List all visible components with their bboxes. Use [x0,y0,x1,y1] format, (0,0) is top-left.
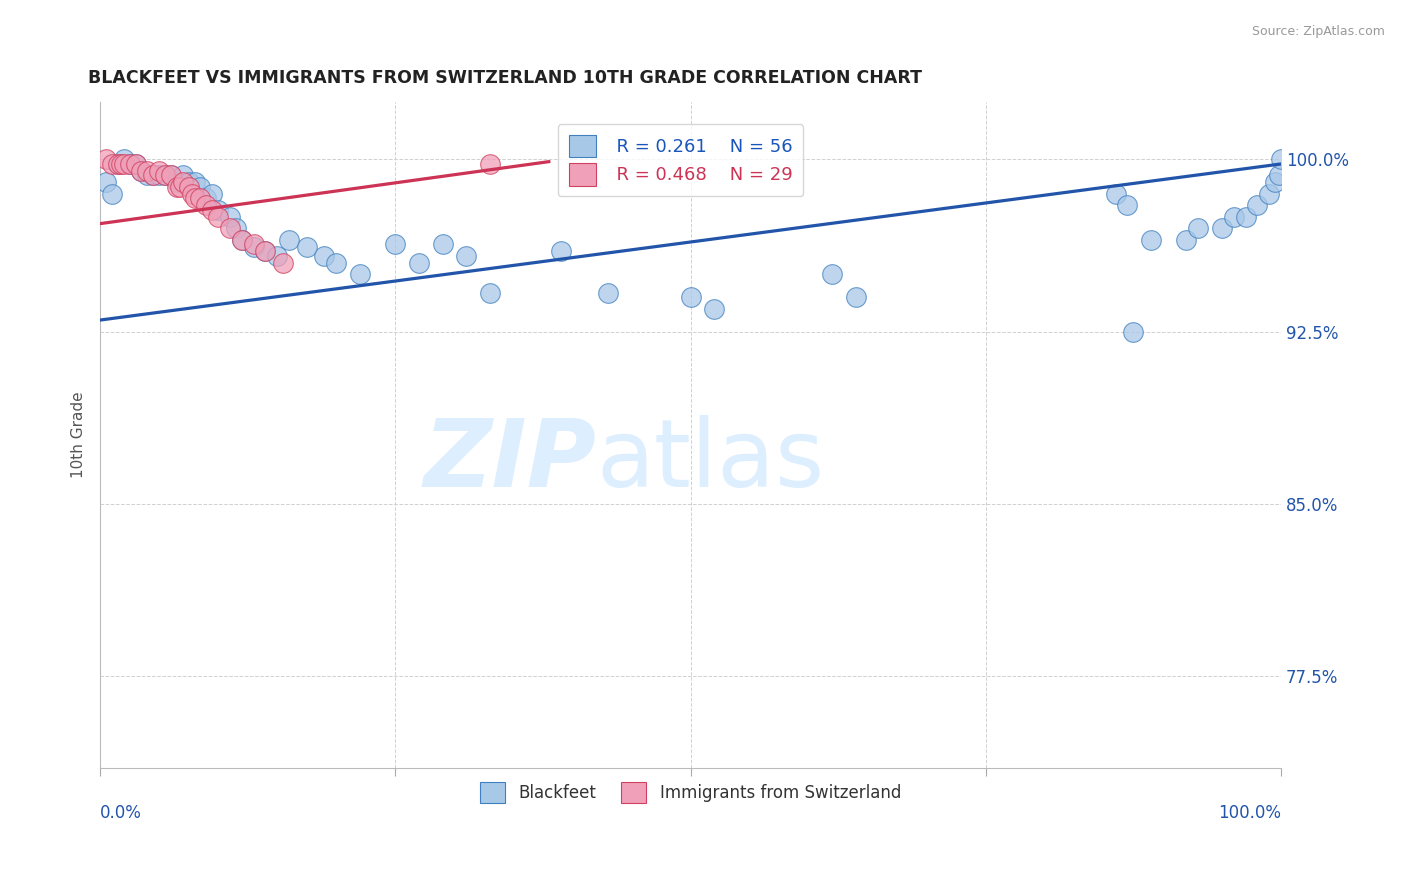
Point [207,202,229,217]
Point [110,157,132,171]
Point [478,285,501,300]
Point [314,249,336,263]
Point [107,157,129,171]
Point [703,301,725,316]
Point [254,244,277,259]
Point [148,164,170,178]
Point [181,186,204,201]
Point [160,169,183,183]
Point [408,255,430,269]
Point [169,180,191,194]
Point [153,169,176,183]
Text: ZIP: ZIP [423,416,596,508]
Point [131,164,153,178]
Point [254,244,277,259]
Point [201,202,224,217]
Point [112,153,135,167]
Point [1140,233,1163,247]
Point [295,239,318,253]
Text: Source: ZipAtlas.com: Source: ZipAtlas.com [1251,25,1385,38]
Point [679,290,702,304]
Point [166,180,188,194]
Point [148,169,170,183]
Point [349,267,371,281]
Y-axis label: 10th Grade: 10th Grade [72,392,86,478]
Point [118,157,141,171]
Point [94,153,117,167]
Point [177,180,200,194]
Point [142,169,165,183]
Text: 100.0%: 100.0% [1218,805,1281,822]
Point [183,191,205,205]
Point [142,169,165,183]
Point [1175,233,1198,247]
Point [231,233,253,247]
Point [136,164,159,178]
Point [242,237,264,252]
Point [266,249,288,263]
Point [112,157,135,171]
Point [1187,221,1209,235]
Point [201,186,224,201]
Point [1116,198,1139,212]
Point [1122,325,1144,339]
Text: atlas: atlas [596,416,824,508]
Point [242,239,264,253]
Point [183,175,205,189]
Point [94,175,117,189]
Point [131,164,153,178]
Point [136,169,159,183]
Point [101,157,124,171]
Point [195,191,218,205]
Point [207,210,229,224]
Point [271,255,294,269]
Point [478,157,501,171]
Point [219,221,242,235]
Point [384,237,406,252]
Point [190,191,212,205]
Point [190,180,212,194]
Point [432,237,454,252]
Point [101,186,124,201]
Point [153,169,176,183]
Point [172,175,194,189]
Point [845,290,868,304]
Point [225,221,247,235]
Point [1234,210,1257,224]
Point [1246,198,1268,212]
Point [278,233,301,247]
Point [166,175,188,189]
Point [124,157,146,171]
Point [195,198,218,212]
Point [821,267,844,281]
Point [1270,153,1292,167]
Point [1267,169,1289,183]
Point [160,169,183,183]
Point [107,157,129,171]
Text: 0.0%: 0.0% [100,805,142,822]
Point [550,244,572,259]
Point [231,233,253,247]
Point [1264,175,1286,189]
Point [172,169,194,183]
Legend: Blackfeet, Immigrants from Switzerland: Blackfeet, Immigrants from Switzerland [474,776,908,809]
Point [124,157,146,171]
Point [177,175,200,189]
Text: BLACKFEET VS IMMIGRANTS FROM SWITZERLAND 10TH GRADE CORRELATION CHART: BLACKFEET VS IMMIGRANTS FROM SWITZERLAND… [89,69,922,87]
Point [1104,186,1126,201]
Point [1211,221,1233,235]
Point [596,285,619,300]
Point [325,255,347,269]
Point [118,157,141,171]
Point [456,249,478,263]
Point [1258,186,1281,201]
Point [1222,210,1244,224]
Point [219,210,242,224]
